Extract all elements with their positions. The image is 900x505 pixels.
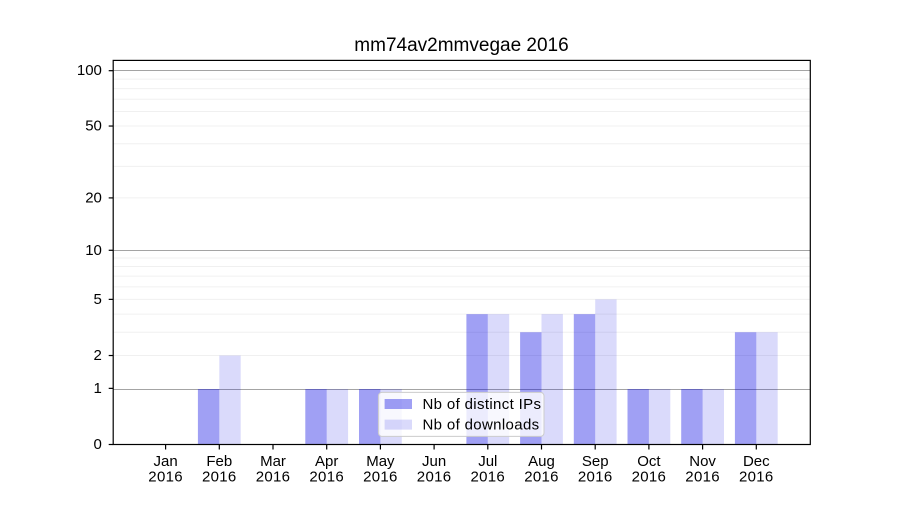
svg-text:Apr: Apr [315,453,338,470]
svg-text:Nb of downloads: Nb of downloads [423,417,540,434]
svg-text:Jun: Jun [422,453,446,470]
svg-text:2016: 2016 [363,468,398,485]
svg-text:100: 100 [77,62,102,79]
svg-text:2016: 2016 [256,468,291,485]
svg-text:2016: 2016 [632,468,667,485]
svg-text:Nb of distinct IPs: Nb of distinct IPs [423,396,542,413]
svg-text:0: 0 [94,436,102,453]
svg-text:20: 20 [85,189,102,206]
svg-text:mm74av2mmvegae 2016: mm74av2mmvegae 2016 [354,35,568,56]
svg-text:Oct: Oct [637,453,661,470]
svg-text:2016: 2016 [524,468,559,485]
svg-text:Feb: Feb [206,453,232,470]
svg-text:May: May [366,453,395,470]
svg-text:Sep: Sep [582,453,609,470]
svg-text:2016: 2016 [471,468,506,485]
svg-text:2016: 2016 [417,468,452,485]
svg-text:50: 50 [85,118,102,135]
svg-text:2016: 2016 [309,468,344,485]
svg-text:Aug: Aug [528,453,555,470]
svg-text:Nov: Nov [689,453,716,470]
svg-text:10: 10 [85,242,102,259]
svg-text:2016: 2016 [148,468,183,485]
svg-text:Mar: Mar [260,453,286,470]
svg-text:2016: 2016 [578,468,613,485]
svg-text:2016: 2016 [202,468,237,485]
svg-text:Jan: Jan [154,453,178,470]
svg-text:Jul: Jul [478,453,497,470]
svg-text:1: 1 [94,380,102,397]
svg-text:5: 5 [94,291,102,308]
svg-text:2016: 2016 [739,468,774,485]
svg-text:2: 2 [94,347,102,364]
svg-text:Dec: Dec [743,453,770,470]
svg-text:2016: 2016 [685,468,720,485]
